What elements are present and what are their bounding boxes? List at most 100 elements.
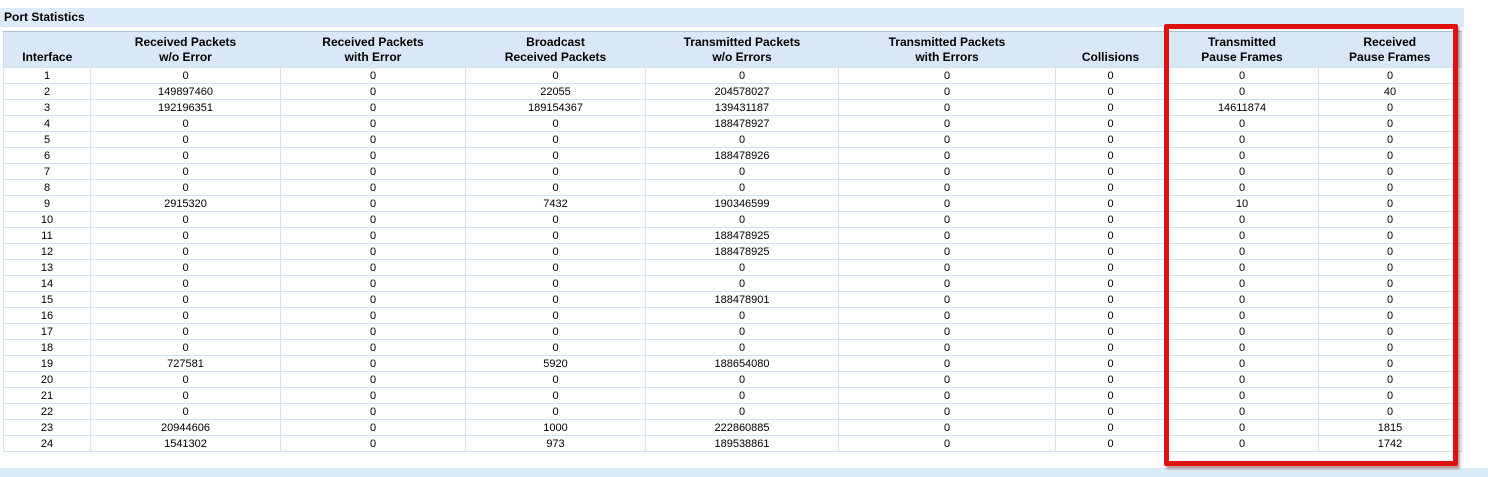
port-statistics-table: Interface Received Packets w/o Error Recei… — [3, 31, 1462, 452]
table-cell-collisions: 0 — [1055, 323, 1166, 340]
table-cell-tx-no-errors: 0 — [645, 67, 839, 84]
table-cell-tx-with-errors: 0 — [838, 147, 1056, 164]
table-cell-tx-no-errors: 139431187 — [645, 99, 839, 116]
table-cell-rx-pause-frames: 0 — [1318, 99, 1462, 116]
table-cell-rx-with-error: 0 — [280, 435, 466, 452]
table-cell-tx-with-errors: 0 — [838, 275, 1056, 292]
table-cell-tx-with-errors: 0 — [838, 67, 1056, 84]
table-cell-tx-no-errors: 0 — [645, 307, 839, 324]
table-cell-tx-no-errors: 0 — [645, 259, 839, 276]
table-cell-interface: 7 — [3, 163, 91, 180]
table-cell-broadcast-rx: 0 — [465, 67, 646, 84]
table-cell-tx-no-errors: 0 — [645, 163, 839, 180]
table-cell-tx-with-errors: 0 — [838, 179, 1056, 196]
table-cell-tx-with-errors: 0 — [838, 99, 1056, 116]
table-cell-interface: 17 — [3, 323, 91, 340]
table-cell-rx-with-error: 0 — [280, 355, 466, 372]
bottom-panel-bar — [0, 468, 1488, 477]
column-header-tx-no-errors: Transmitted Packets w/o Errors — [645, 31, 839, 68]
table-cell-broadcast-rx: 0 — [465, 243, 646, 260]
table-cell-collisions: 0 — [1055, 227, 1166, 244]
table-cell-rx-pause-frames: 0 — [1318, 339, 1462, 356]
table-cell-tx-with-errors: 0 — [838, 307, 1056, 324]
table-cell-collisions: 0 — [1055, 387, 1166, 404]
table-cell-collisions: 0 — [1055, 115, 1166, 132]
table-cell-tx-no-errors: 0 — [645, 131, 839, 148]
table-cell-tx-pause-frames: 0 — [1165, 323, 1319, 340]
table-cell-collisions: 0 — [1055, 307, 1166, 324]
table-cell-tx-with-errors: 0 — [838, 323, 1056, 340]
table-cell-rx-no-error: 0 — [90, 323, 281, 340]
table-cell-rx-pause-frames: 0 — [1318, 387, 1462, 404]
column-header-broadcast-rx: Broadcast Received Packets — [465, 31, 646, 68]
table-cell-rx-pause-frames: 0 — [1318, 403, 1462, 420]
table-cell-tx-with-errors: 0 — [838, 211, 1056, 228]
table-cell-interface: 19 — [3, 355, 91, 372]
table-row: 23 20944606 0 1000 222860885 0 0 0 1815 — [3, 419, 1462, 436]
table-cell-tx-with-errors: 0 — [838, 227, 1056, 244]
table-cell-interface: 10 — [3, 211, 91, 228]
table-header: Interface Received Packets w/o Error Recei… — [3, 31, 1462, 68]
table-row: 20 0 0 0 0 0 0 0 0 — [3, 371, 1462, 388]
table-cell-tx-pause-frames: 0 — [1165, 179, 1319, 196]
table-cell-collisions: 0 — [1055, 179, 1166, 196]
column-header-rx-pause-frames: Received Pause Frames — [1318, 31, 1462, 68]
table-cell-tx-no-errors: 188478925 — [645, 227, 839, 244]
column-header-rx-no-error: Received Packets w/o Error — [90, 31, 281, 68]
table-cell-rx-no-error: 0 — [90, 147, 281, 164]
table-cell-rx-with-error: 0 — [280, 99, 466, 116]
table-cell-tx-pause-frames: 0 — [1165, 419, 1319, 436]
table-row: 14 0 0 0 0 0 0 0 0 — [3, 275, 1462, 292]
table-cell-collisions: 0 — [1055, 339, 1166, 356]
table-row: 16 0 0 0 0 0 0 0 0 — [3, 307, 1462, 324]
table-cell-interface: 18 — [3, 339, 91, 356]
table-cell-tx-no-errors: 188478927 — [645, 115, 839, 132]
table-cell-rx-pause-frames: 1815 — [1318, 419, 1462, 436]
table-cell-rx-no-error: 727581 — [90, 355, 281, 372]
table-header-row: Interface Received Packets w/o Error Recei… — [3, 31, 1462, 68]
table-cell-broadcast-rx: 1000 — [465, 419, 646, 436]
table-cell-broadcast-rx: 0 — [465, 275, 646, 292]
table-cell-broadcast-rx: 0 — [465, 179, 646, 196]
table-cell-tx-pause-frames: 0 — [1165, 355, 1319, 372]
table-cell-tx-with-errors: 0 — [838, 387, 1056, 404]
table-cell-rx-no-error: 0 — [90, 387, 281, 404]
table-cell-broadcast-rx: 0 — [465, 147, 646, 164]
table-cell-rx-with-error: 0 — [280, 195, 466, 212]
table-row: 19 727581 0 5920 188654080 0 0 0 0 — [3, 355, 1462, 372]
table-cell-collisions: 0 — [1055, 195, 1166, 212]
table-cell-rx-with-error: 0 — [280, 131, 466, 148]
table-row: 6 0 0 0 188478926 0 0 0 0 — [3, 147, 1462, 164]
table-cell-rx-with-error: 0 — [280, 323, 466, 340]
table-cell-tx-no-errors: 0 — [645, 387, 839, 404]
table-cell-collisions: 0 — [1055, 291, 1166, 308]
table-cell-collisions: 0 — [1055, 147, 1166, 164]
table-cell-tx-pause-frames: 0 — [1165, 115, 1319, 132]
table-cell-rx-no-error: 0 — [90, 259, 281, 276]
table-cell-broadcast-rx: 0 — [465, 227, 646, 244]
table-cell-broadcast-rx: 0 — [465, 291, 646, 308]
table-cell-rx-with-error: 0 — [280, 291, 466, 308]
table-cell-rx-pause-frames: 0 — [1318, 211, 1462, 228]
table-cell-tx-pause-frames: 0 — [1165, 275, 1319, 292]
table-cell-tx-with-errors: 0 — [838, 259, 1056, 276]
table-cell-rx-no-error: 0 — [90, 211, 281, 228]
table-cell-rx-pause-frames: 0 — [1318, 371, 1462, 388]
table-cell-rx-with-error: 0 — [280, 83, 466, 100]
table-cell-rx-no-error: 1541302 — [90, 435, 281, 452]
table-cell-collisions: 0 — [1055, 355, 1166, 372]
table-cell-rx-no-error: 0 — [90, 371, 281, 388]
table-cell-tx-no-errors: 188654080 — [645, 355, 839, 372]
table-body: 1 0 0 0 0 0 0 0 0 2 149897460 0 22055 204578027 0 0 0 40 3… — [3, 67, 1462, 452]
table-cell-tx-pause-frames: 0 — [1165, 83, 1319, 100]
table-cell-collisions: 0 — [1055, 67, 1166, 84]
table-cell-tx-no-errors: 189538861 — [645, 435, 839, 452]
table-cell-rx-pause-frames: 0 — [1318, 355, 1462, 372]
table-cell-rx-pause-frames: 0 — [1318, 131, 1462, 148]
table-cell-rx-with-error: 0 — [280, 211, 466, 228]
table-cell-collisions: 0 — [1055, 83, 1166, 100]
table-row: 22 0 0 0 0 0 0 0 0 — [3, 403, 1462, 420]
table-cell-rx-with-error: 0 — [280, 275, 466, 292]
table-cell-rx-with-error: 0 — [280, 147, 466, 164]
